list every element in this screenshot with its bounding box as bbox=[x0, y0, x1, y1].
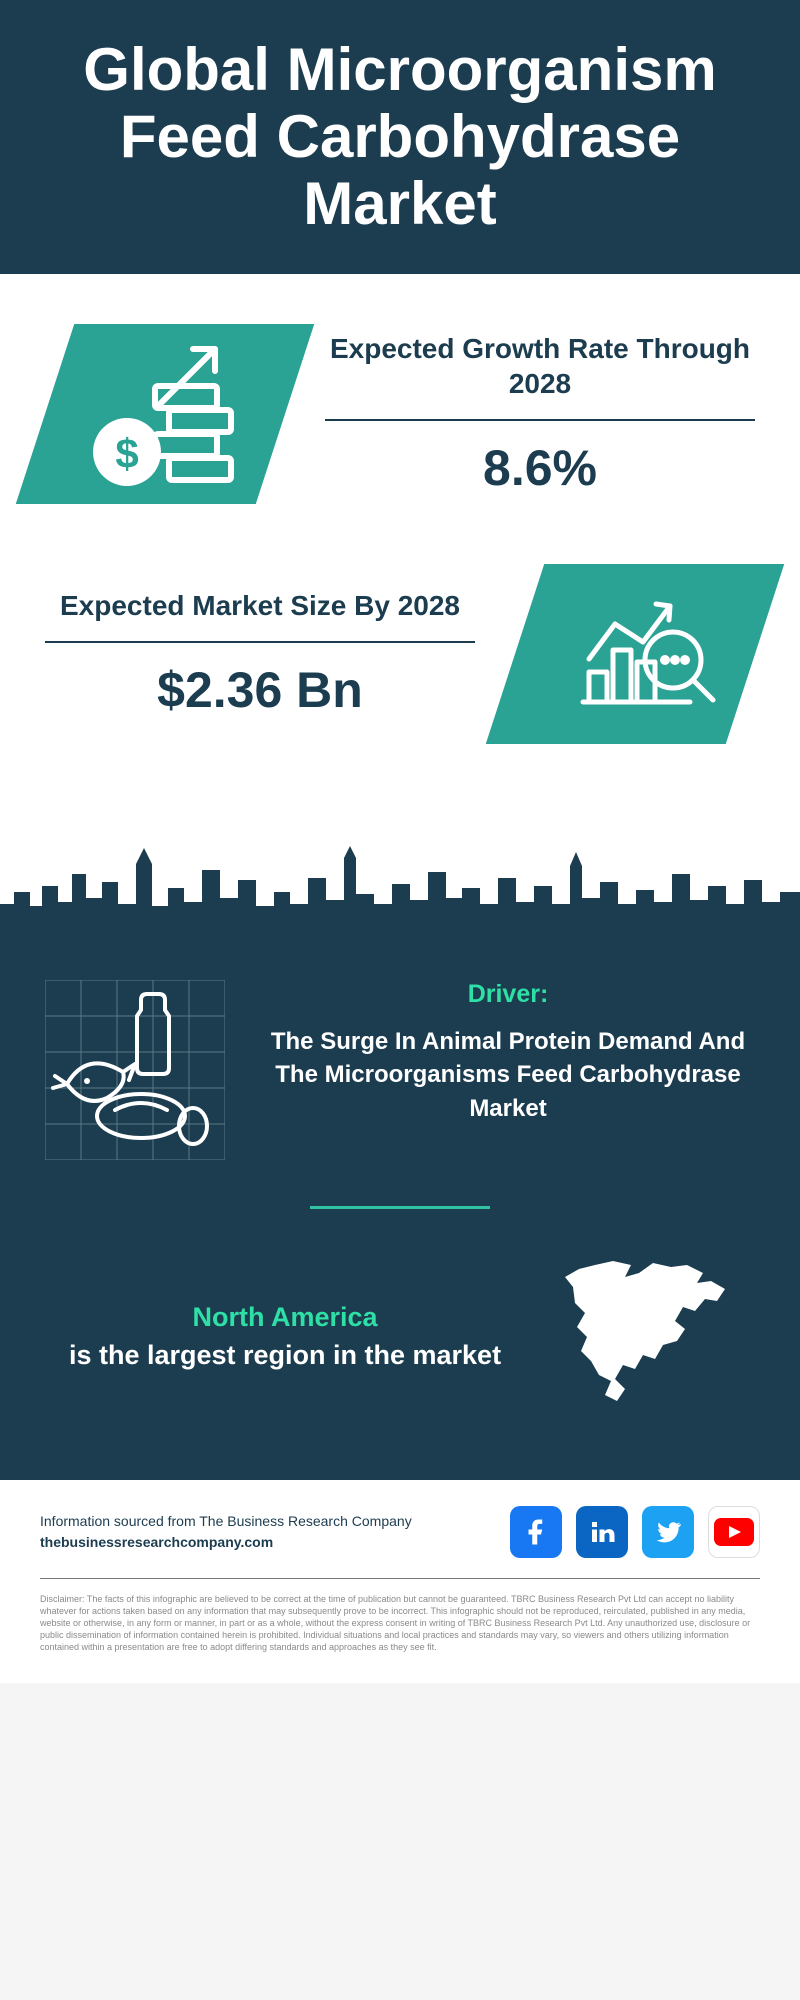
food-protein-icon bbox=[45, 980, 225, 1160]
twitter-icon[interactable] bbox=[642, 1506, 694, 1558]
growth-rate-label: Expected Growth Rate Through 2028 bbox=[325, 331, 755, 421]
stats-section: $ Expected Growth Rate Through 2028 8.6% bbox=[0, 274, 800, 834]
facebook-icon[interactable] bbox=[510, 1506, 562, 1558]
linkedin-icon[interactable] bbox=[576, 1506, 628, 1558]
growth-rate-value: 8.6% bbox=[325, 439, 755, 497]
header-band: Global Microorganism Feed Carbohydrase M… bbox=[0, 0, 800, 274]
growth-rate-text: Expected Growth Rate Through 2028 8.6% bbox=[325, 331, 755, 497]
region-text: North America is the largest region in t… bbox=[45, 1299, 525, 1375]
source-line1: Information sourced from The Business Re… bbox=[40, 1511, 412, 1532]
dark-section: Driver: The Surge In Animal Protein Dema… bbox=[0, 930, 800, 1480]
driver-row: Driver: The Surge In Animal Protein Dema… bbox=[45, 980, 755, 1160]
driver-text-block: Driver: The Surge In Animal Protein Dema… bbox=[261, 980, 755, 1126]
infographic-page: Global Microorganism Feed Carbohydrase M… bbox=[0, 0, 800, 1683]
driver-body: The Surge In Animal Protein Demand And T… bbox=[261, 1025, 755, 1126]
market-size-label: Expected Market Size By 2028 bbox=[45, 588, 475, 643]
region-row: North America is the largest region in t… bbox=[45, 1255, 755, 1420]
page-title: Global Microorganism Feed Carbohydrase M… bbox=[30, 36, 770, 238]
youtube-icon[interactable] bbox=[708, 1506, 760, 1558]
disclaimer-text: Disclaimer: The facts of this infographi… bbox=[40, 1579, 760, 1654]
svg-text:$: $ bbox=[115, 430, 138, 477]
footer-top: Information sourced from The Business Re… bbox=[40, 1506, 760, 1579]
source-line2: thebusinessresearchcompany.com bbox=[40, 1532, 412, 1553]
section-divider bbox=[310, 1206, 490, 1209]
region-highlight: North America bbox=[192, 1302, 377, 1332]
analytics-icon bbox=[515, 564, 755, 744]
region-rest: is the largest region in the market bbox=[69, 1340, 501, 1370]
market-size-row: Expected Market Size By 2028 $2.36 Bn bbox=[45, 564, 755, 744]
market-size-value: $2.36 Bn bbox=[45, 661, 475, 719]
driver-heading: Driver: bbox=[261, 980, 755, 1009]
growth-rate-row: $ Expected Growth Rate Through 2028 8.6% bbox=[45, 324, 755, 504]
money-growth-icon: $ bbox=[45, 324, 285, 504]
footer: Information sourced from The Business Re… bbox=[0, 1480, 800, 1684]
social-links bbox=[510, 1506, 760, 1558]
source-attribution: Information sourced from The Business Re… bbox=[40, 1511, 412, 1553]
north-america-map-icon bbox=[555, 1255, 755, 1420]
skyline-divider bbox=[0, 834, 800, 930]
market-size-text: Expected Market Size By 2028 $2.36 Bn bbox=[45, 588, 475, 719]
